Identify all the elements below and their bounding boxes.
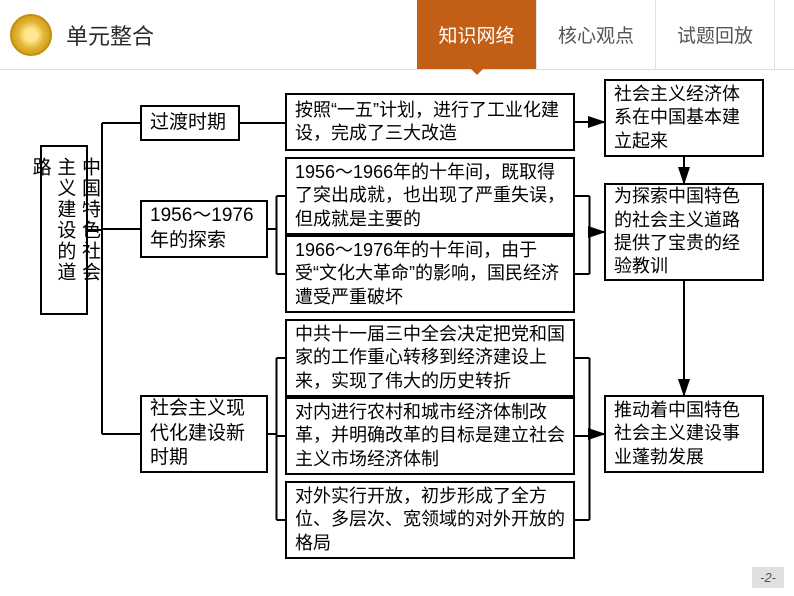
node-r3: 推动着中国特色社会主义建设事业蓬勃发展	[604, 395, 764, 473]
tab-knowledge-network[interactable]: 知识网络	[417, 0, 536, 69]
header: 单元整合 知识网络 核心观点 试题回放	[0, 0, 794, 70]
tab-core-views[interactable]: 核心观点	[536, 0, 655, 69]
tab-spacer	[774, 0, 794, 69]
tab-label: 试题回放	[677, 21, 753, 48]
node-m1: 按照“一五”计划，进行了工业化建设，完成了三大改造	[285, 93, 575, 151]
node-m4: 中共十一届三中全会决定把党和国家的工作重心转移到经济建设上来，实现了伟大的历史转…	[285, 319, 575, 397]
chevron-down-icon	[470, 68, 484, 75]
node-r1: 社会主义经济体系在中国基本建立起来	[604, 79, 764, 157]
node-p1: 过渡时期	[140, 105, 240, 141]
node-p3: 社会主义现代化建设新时期	[140, 395, 268, 473]
logo	[10, 14, 52, 56]
tab-label: 核心观点	[558, 21, 634, 48]
node-p2: 1956～1976年的探索	[140, 200, 268, 258]
node-m2: 1956～1966年的十年间，既取得了突出成就，也出现了严重失误，但成就是主要的	[285, 157, 575, 235]
node-r2: 为探索中国特色的社会主义道路提供了宝贵的经验教训	[604, 183, 764, 281]
node-m6: 对外实行开放，初步形成了全方位、多层次、宽领域的对外开放的格局	[285, 481, 575, 559]
page-number: -2-	[752, 567, 784, 588]
flowchart-diagram: 中国特色社会主义建设的道路 过渡时期 1956～1976年的探索社会主义现代化建设新…	[0, 75, 794, 565]
node-root: 中国特色社会主义建设的道路	[40, 145, 88, 315]
node-m5: 对内进行农村和城市经济体制改革，并明确改革的目标是建立社会主义市场经济体制	[285, 397, 575, 475]
header-title: 单元整合	[66, 19, 154, 51]
tab-question-replay[interactable]: 试题回放	[655, 0, 774, 69]
tabs: 知识网络 核心观点 试题回放	[417, 0, 794, 69]
node-m3: 1966～1976年的十年间，由于受“文化大革命”的影响，国民经济遭受严重破坏	[285, 235, 575, 313]
tab-label: 知识网络	[438, 21, 514, 48]
